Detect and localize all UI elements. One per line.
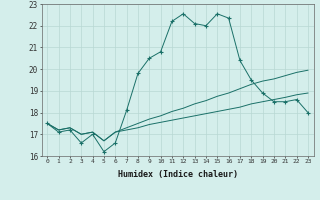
X-axis label: Humidex (Indice chaleur): Humidex (Indice chaleur) (118, 170, 237, 179)
